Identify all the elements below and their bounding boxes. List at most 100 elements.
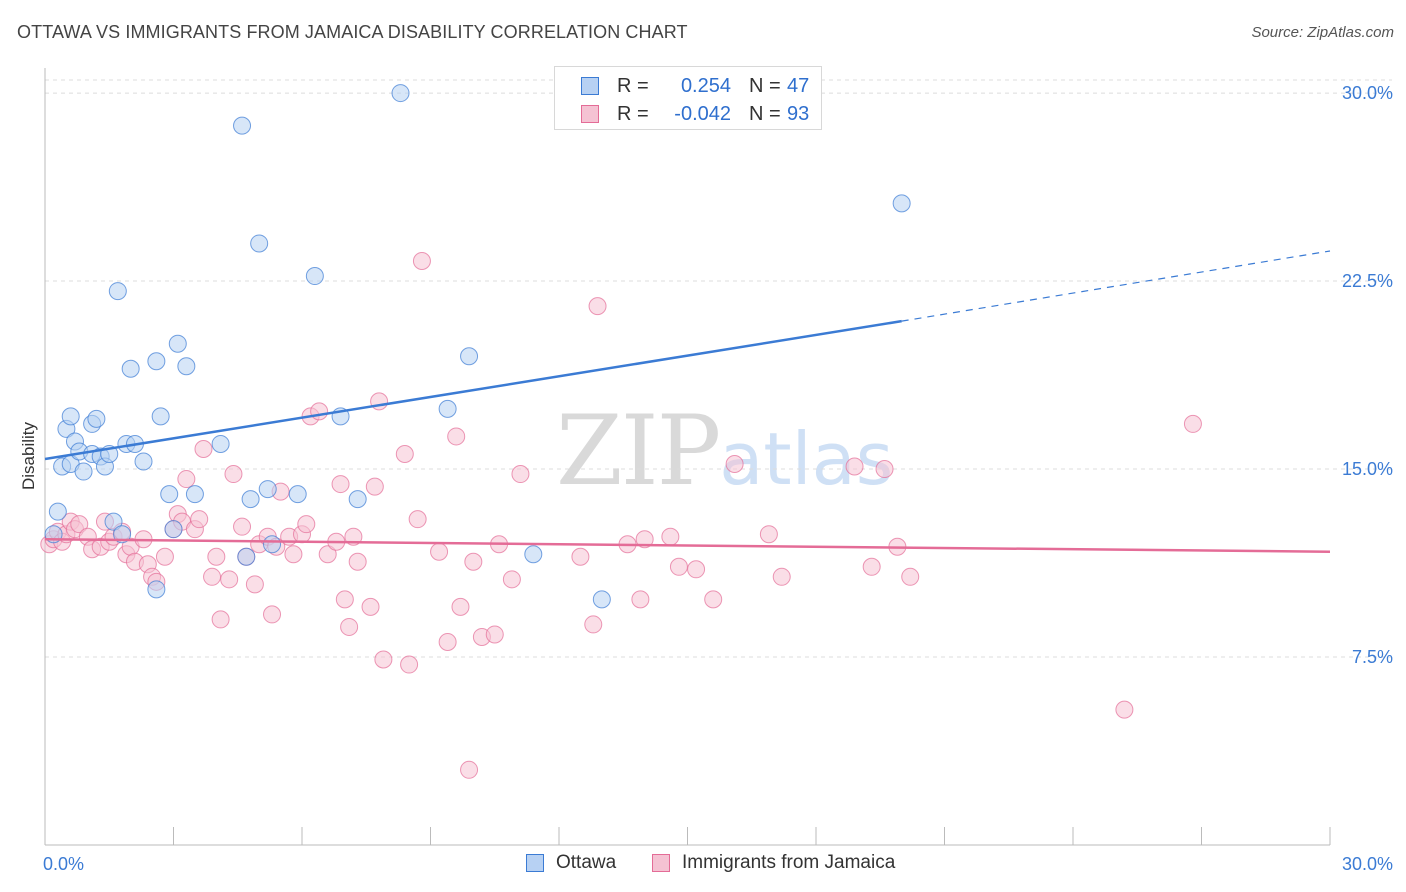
ottawa-point [108, 282, 127, 301]
jamaica-point [1115, 700, 1134, 719]
jamaica-point [430, 542, 449, 561]
ottawa-point [438, 399, 457, 418]
ottawa-point [592, 590, 611, 609]
jamaica-point [400, 655, 419, 674]
chart-title: OTTAWA VS IMMIGRANTS FROM JAMAICA DISABI… [17, 22, 688, 42]
y-tick-label: 30.0% [1342, 83, 1393, 103]
ottawa-point [104, 512, 123, 531]
watermark-atlas: atlas [719, 417, 894, 501]
ottawa-point [134, 452, 153, 471]
ottawa-point [160, 485, 179, 504]
watermark-zip: ZIP [556, 395, 721, 507]
jamaica-point [335, 590, 354, 609]
ottawa-point [48, 502, 67, 521]
ottawa-point [121, 359, 140, 378]
source-credit: Source: ZipAtlas.com [1251, 24, 1394, 41]
ottawa-swatch [581, 77, 599, 95]
ottawa-swatch [526, 854, 544, 872]
jamaica-point [759, 525, 778, 544]
ottawa-point [61, 407, 80, 426]
jamaica-point [584, 615, 603, 634]
ottawa-point [74, 462, 93, 481]
jamaica-point [687, 560, 706, 579]
jamaica-trend-line [44, 537, 1331, 553]
legend-label-ottawa: Ottawa [556, 852, 617, 873]
n-value-ottawa: 47 [787, 74, 810, 97]
ottawa-point [211, 434, 230, 453]
jamaica-point [588, 297, 607, 316]
jamaica-point [451, 597, 470, 616]
jamaica-point [1183, 414, 1202, 433]
jamaica-point [70, 515, 89, 534]
jamaica-point [635, 530, 654, 549]
jamaica-point [263, 605, 282, 624]
y-tick-label: 15.0% [1342, 459, 1393, 479]
watermark: ZIPatlas [556, 395, 893, 507]
r-label: R = [617, 102, 649, 125]
jamaica-point [177, 470, 196, 489]
jamaica-swatch [581, 105, 599, 123]
jamaica-point [464, 552, 483, 571]
r-label: R = [617, 74, 649, 97]
legend-item-jamaica[interactable]: Immigrants from Jamaica [652, 852, 895, 874]
y-axis-label: Disability [19, 421, 38, 490]
jamaica-point [224, 465, 243, 484]
jamaica-point [845, 457, 864, 476]
jamaica-point [438, 632, 457, 651]
trend-lines [44, 250, 1331, 553]
r-value-ottawa: 0.254 [680, 74, 731, 97]
ottawa-point [288, 485, 307, 504]
x-tick-label: 0.0% [43, 854, 84, 874]
ottawa-point [87, 409, 106, 428]
jamaica-point [875, 460, 894, 479]
n-value-jamaica: 93 [787, 102, 810, 125]
jamaica-point [447, 427, 466, 446]
axes [44, 68, 1331, 846]
jamaica-point [203, 567, 222, 586]
series-jamaica-points [40, 251, 1202, 779]
jamaica-point [704, 590, 723, 609]
jamaica-point [502, 570, 521, 589]
ottawa-point [892, 194, 911, 213]
legend-row-jamaica: R = -0.042 N = 93 [581, 100, 809, 128]
ottawa-point [147, 352, 166, 371]
legend-item-ottawa[interactable]: Ottawa [526, 852, 616, 874]
ottawa-point [147, 580, 166, 599]
x-tick-label: 30.0% [1342, 854, 1393, 874]
ottawa-point [348, 490, 367, 509]
series-legend: Ottawa Immigrants from Jamaica [0, 850, 1406, 878]
ottawa-point [258, 480, 277, 499]
jamaica-point [772, 567, 791, 586]
jamaica-point [318, 545, 337, 564]
ottawa-point [185, 485, 204, 504]
jamaica-point [485, 625, 504, 644]
jamaica-point [155, 547, 174, 566]
ottawa-point [524, 545, 543, 564]
gridlines [45, 79, 1392, 658]
jamaica-point [331, 475, 350, 494]
jamaica-point [395, 444, 414, 463]
ottawa-point [177, 357, 196, 376]
legend-label-jamaica: Immigrants from Jamaica [682, 852, 896, 873]
y-tick-label: 7.5% [1352, 647, 1393, 667]
jamaica-point [194, 439, 213, 458]
ottawa-point [241, 490, 260, 509]
jamaica-point [310, 402, 329, 421]
jamaica-swatch [652, 854, 670, 872]
ottawa-point [237, 547, 256, 566]
ottawa-point [164, 520, 183, 539]
jamaica-point [408, 510, 427, 529]
ottawa-point [250, 234, 269, 253]
ottawa-point [151, 407, 170, 426]
jamaica-point [284, 545, 303, 564]
ottawa-point [391, 84, 410, 103]
series-ottawa-points [44, 84, 911, 609]
jamaica-point [901, 567, 920, 586]
jamaica-point [245, 575, 264, 594]
jamaica-point [460, 760, 479, 779]
jamaica-point [412, 251, 431, 270]
jamaica-point [571, 547, 590, 566]
tick-labels: 7.5% 15.0% 22.5% 30.0% 0.0% 30.0% [43, 83, 1393, 874]
n-label: N = [749, 74, 781, 97]
